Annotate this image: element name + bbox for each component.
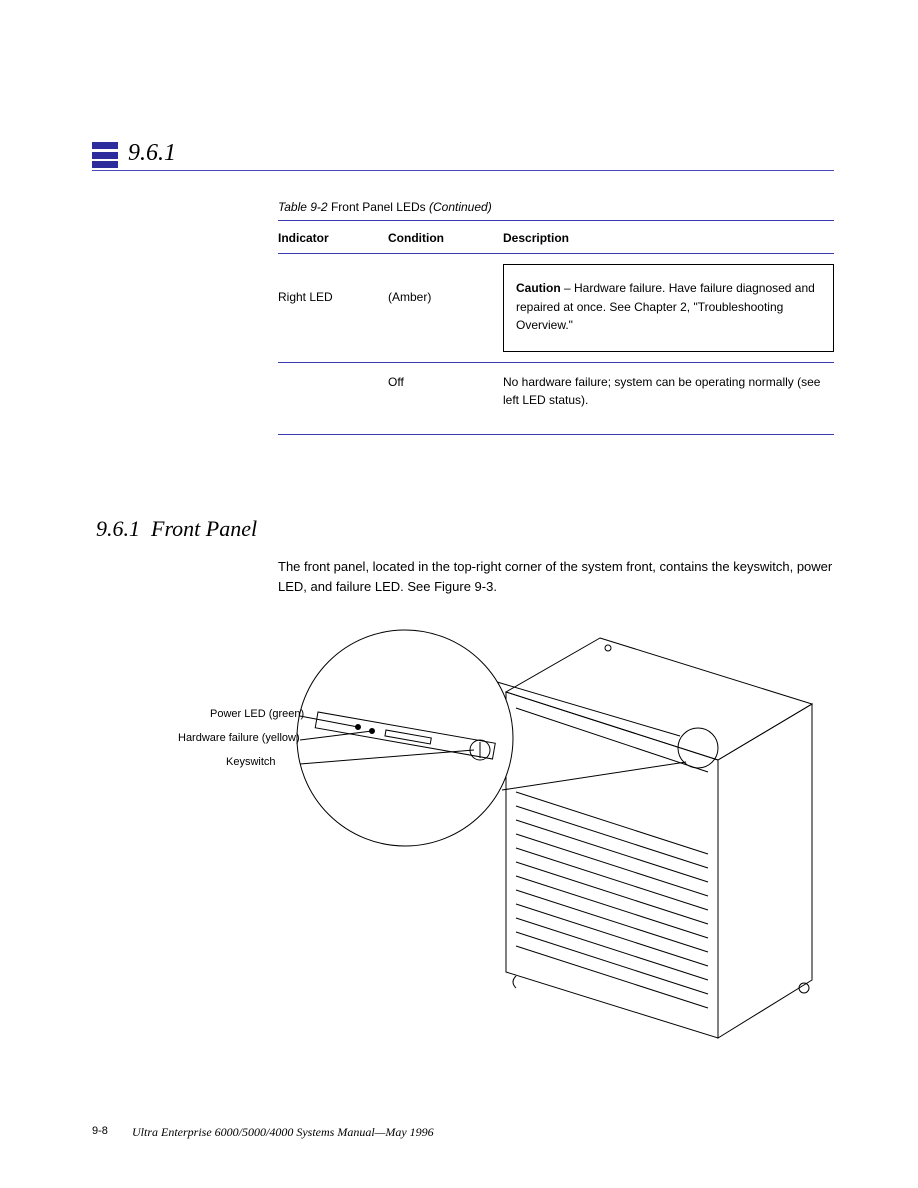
caution-label: Caution [516, 281, 561, 295]
page-number: 9-8 [92, 1125, 132, 1140]
label-failure-led: Hardware failure (yellow) [178, 732, 300, 744]
cell-indicator: Right LED [278, 264, 388, 304]
table-caption: Table 9-2 Front Panel LEDs (Continued) [278, 200, 834, 214]
caption-prefix: Table 9-2 [278, 200, 328, 214]
header-rule [92, 170, 834, 171]
chapter-number: 9.6.1 [128, 140, 176, 167]
cell-condition: (Amber) [388, 264, 503, 304]
section-body: The front panel, located in the top-righ… [278, 557, 834, 597]
led-table: Table 9-2 Front Panel LEDs (Continued) I… [278, 200, 834, 435]
page-footer: 9-8 Ultra Enterprise 6000/5000/4000 Syst… [92, 1125, 834, 1140]
page: 9.6.1 Table 9-2 Front Panel LEDs (Contin… [0, 0, 918, 1188]
cell-description: No hardware failure; system can be opera… [503, 373, 834, 410]
label-power-led: Power LED (green) [210, 708, 304, 720]
th-condition: Condition [388, 231, 503, 245]
caption-text: Front Panel LEDs [331, 200, 429, 214]
section-heading: 9.6.1 Front Panel [96, 516, 257, 542]
caption-suffix: (Continued) [429, 200, 492, 214]
table-row: Right LED (Amber) Caution – Hardware fai… [278, 254, 834, 362]
label-keyswitch: Keyswitch [226, 756, 276, 768]
section-marker-icon [92, 142, 118, 168]
footer-title: Ultra Enterprise 6000/5000/4000 Systems … [132, 1125, 434, 1140]
cell-condition: Off [388, 373, 503, 392]
table-header-row: Indicator Condition Description [278, 229, 834, 251]
th-description: Description [503, 231, 834, 245]
front-panel-diagram: Power LED (green) Hardware failure (yell… [200, 620, 840, 1050]
table-row: Off No hardware failure; system can be o… [278, 363, 834, 434]
enclosure-svg [200, 620, 840, 1060]
th-indicator: Indicator [278, 231, 388, 245]
caution-box: Caution – Hardware failure. Have failure… [503, 264, 834, 352]
